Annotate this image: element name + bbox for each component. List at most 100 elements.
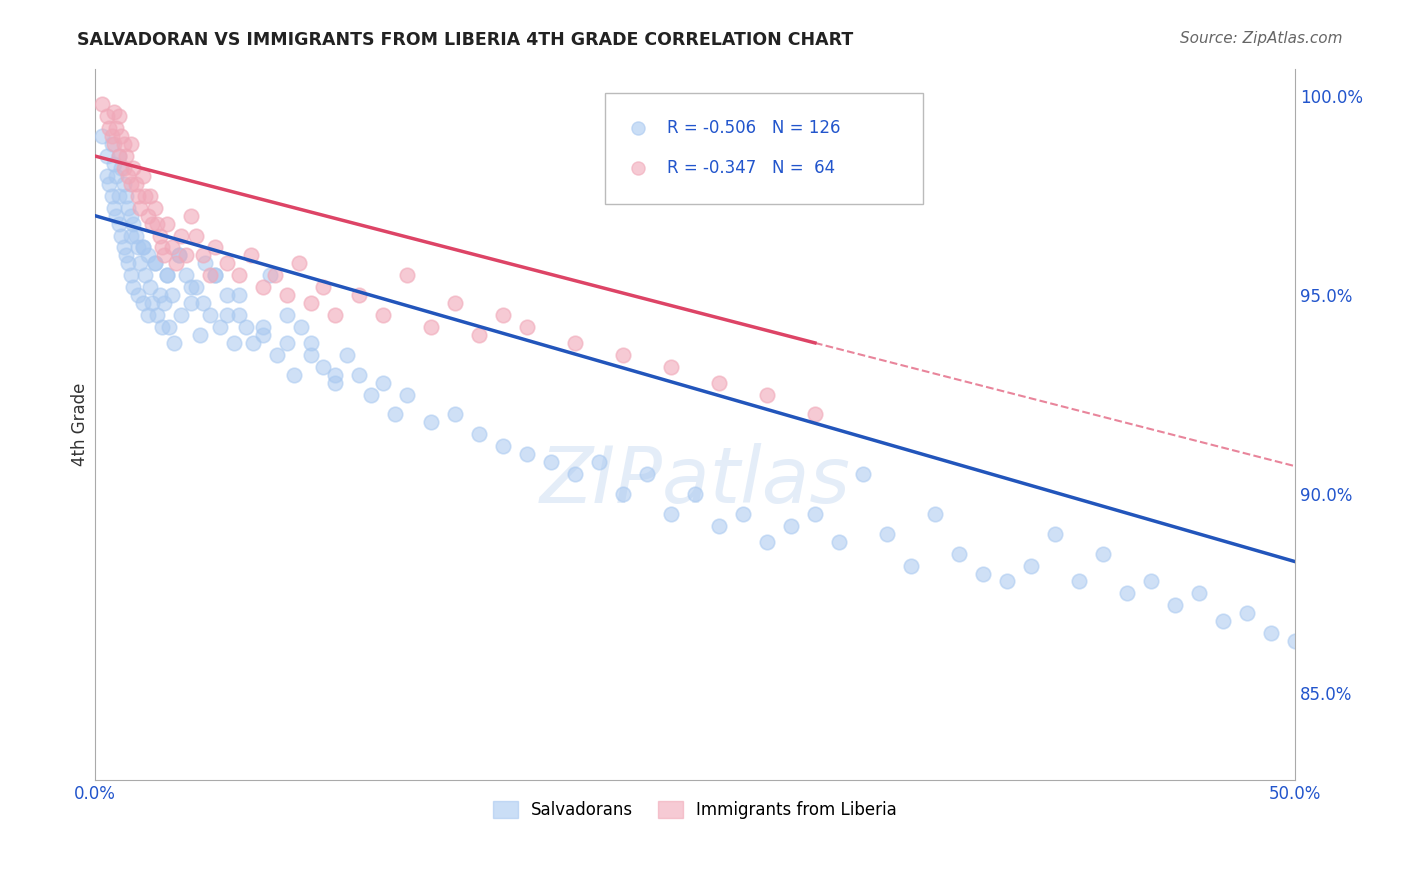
Point — [1171, 646, 1194, 660]
Point — [156, 217, 179, 231]
Point — [153, 296, 176, 310]
Point — [1116, 586, 1139, 600]
Point — [336, 348, 359, 362]
Point — [492, 308, 515, 322]
Point — [136, 209, 159, 223]
Point — [323, 308, 346, 322]
Point — [636, 467, 658, 482]
Point — [174, 268, 197, 283]
Point — [194, 256, 217, 270]
Point — [156, 268, 179, 283]
Point — [174, 248, 197, 262]
Point — [1043, 526, 1066, 541]
Point — [127, 188, 149, 202]
Text: ZIPatlas: ZIPatlas — [540, 443, 851, 519]
Point — [198, 308, 221, 322]
Point — [120, 209, 142, 223]
Point — [115, 149, 138, 163]
Point — [204, 240, 226, 254]
Point — [149, 228, 172, 243]
Point — [312, 359, 335, 374]
Point — [1091, 547, 1114, 561]
Point — [266, 348, 288, 362]
Point — [143, 256, 166, 270]
Point — [160, 240, 183, 254]
Point — [204, 268, 226, 283]
Point — [110, 129, 132, 144]
Point — [165, 256, 187, 270]
Point — [1164, 599, 1187, 613]
Point — [1212, 614, 1234, 628]
Point — [180, 280, 202, 294]
Point — [132, 296, 155, 310]
Point — [215, 288, 238, 302]
Point — [288, 256, 311, 270]
Point — [98, 121, 121, 136]
Point — [612, 487, 634, 501]
Point — [103, 105, 125, 120]
Point — [276, 288, 298, 302]
Point — [129, 256, 152, 270]
Point — [852, 467, 875, 482]
Point — [91, 129, 114, 144]
Point — [371, 308, 394, 322]
Point — [252, 320, 274, 334]
Text: Source: ZipAtlas.com: Source: ZipAtlas.com — [1180, 31, 1343, 46]
Point — [1019, 558, 1042, 573]
Point — [107, 217, 129, 231]
Point — [444, 296, 467, 310]
Point — [208, 320, 231, 334]
Point — [371, 376, 394, 390]
Point — [395, 268, 418, 283]
Point — [180, 209, 202, 223]
Point — [105, 169, 128, 183]
Point — [91, 97, 114, 112]
Point — [96, 149, 118, 163]
Point — [588, 455, 610, 469]
Point — [160, 288, 183, 302]
Point — [96, 109, 118, 123]
Point — [157, 320, 180, 334]
Point — [242, 335, 264, 350]
Point — [263, 268, 285, 283]
Point — [948, 547, 970, 561]
Point — [360, 387, 382, 401]
Point — [184, 228, 207, 243]
Point — [299, 335, 322, 350]
Point — [117, 169, 139, 183]
Point — [204, 268, 226, 283]
Point — [468, 427, 491, 442]
Point — [804, 408, 827, 422]
Point — [564, 467, 586, 482]
Point — [259, 268, 281, 283]
Point — [120, 177, 142, 191]
Point — [136, 308, 159, 322]
Text: R = -0.347   N =  64: R = -0.347 N = 64 — [668, 159, 835, 178]
Point — [492, 439, 515, 453]
Point — [100, 188, 122, 202]
Point — [132, 240, 155, 254]
Point — [139, 280, 162, 294]
Point — [96, 169, 118, 183]
Point — [122, 217, 145, 231]
Point — [924, 507, 946, 521]
Point — [156, 268, 179, 283]
Point — [117, 201, 139, 215]
Point — [222, 335, 245, 350]
Point — [163, 335, 186, 350]
Point — [215, 308, 238, 322]
Point — [659, 507, 682, 521]
Point — [112, 240, 135, 254]
Point — [755, 387, 778, 401]
Point — [1236, 607, 1258, 621]
Point — [136, 248, 159, 262]
Point — [120, 268, 142, 283]
Point — [103, 137, 125, 152]
Point — [659, 359, 682, 374]
Point — [1188, 586, 1211, 600]
Point — [228, 288, 250, 302]
Point — [110, 161, 132, 175]
Point — [780, 518, 803, 533]
Text: SALVADORAN VS IMMIGRANTS FROM LIBERIA 4TH GRADE CORRELATION CHART: SALVADORAN VS IMMIGRANTS FROM LIBERIA 4T… — [77, 31, 853, 49]
Point — [252, 280, 274, 294]
